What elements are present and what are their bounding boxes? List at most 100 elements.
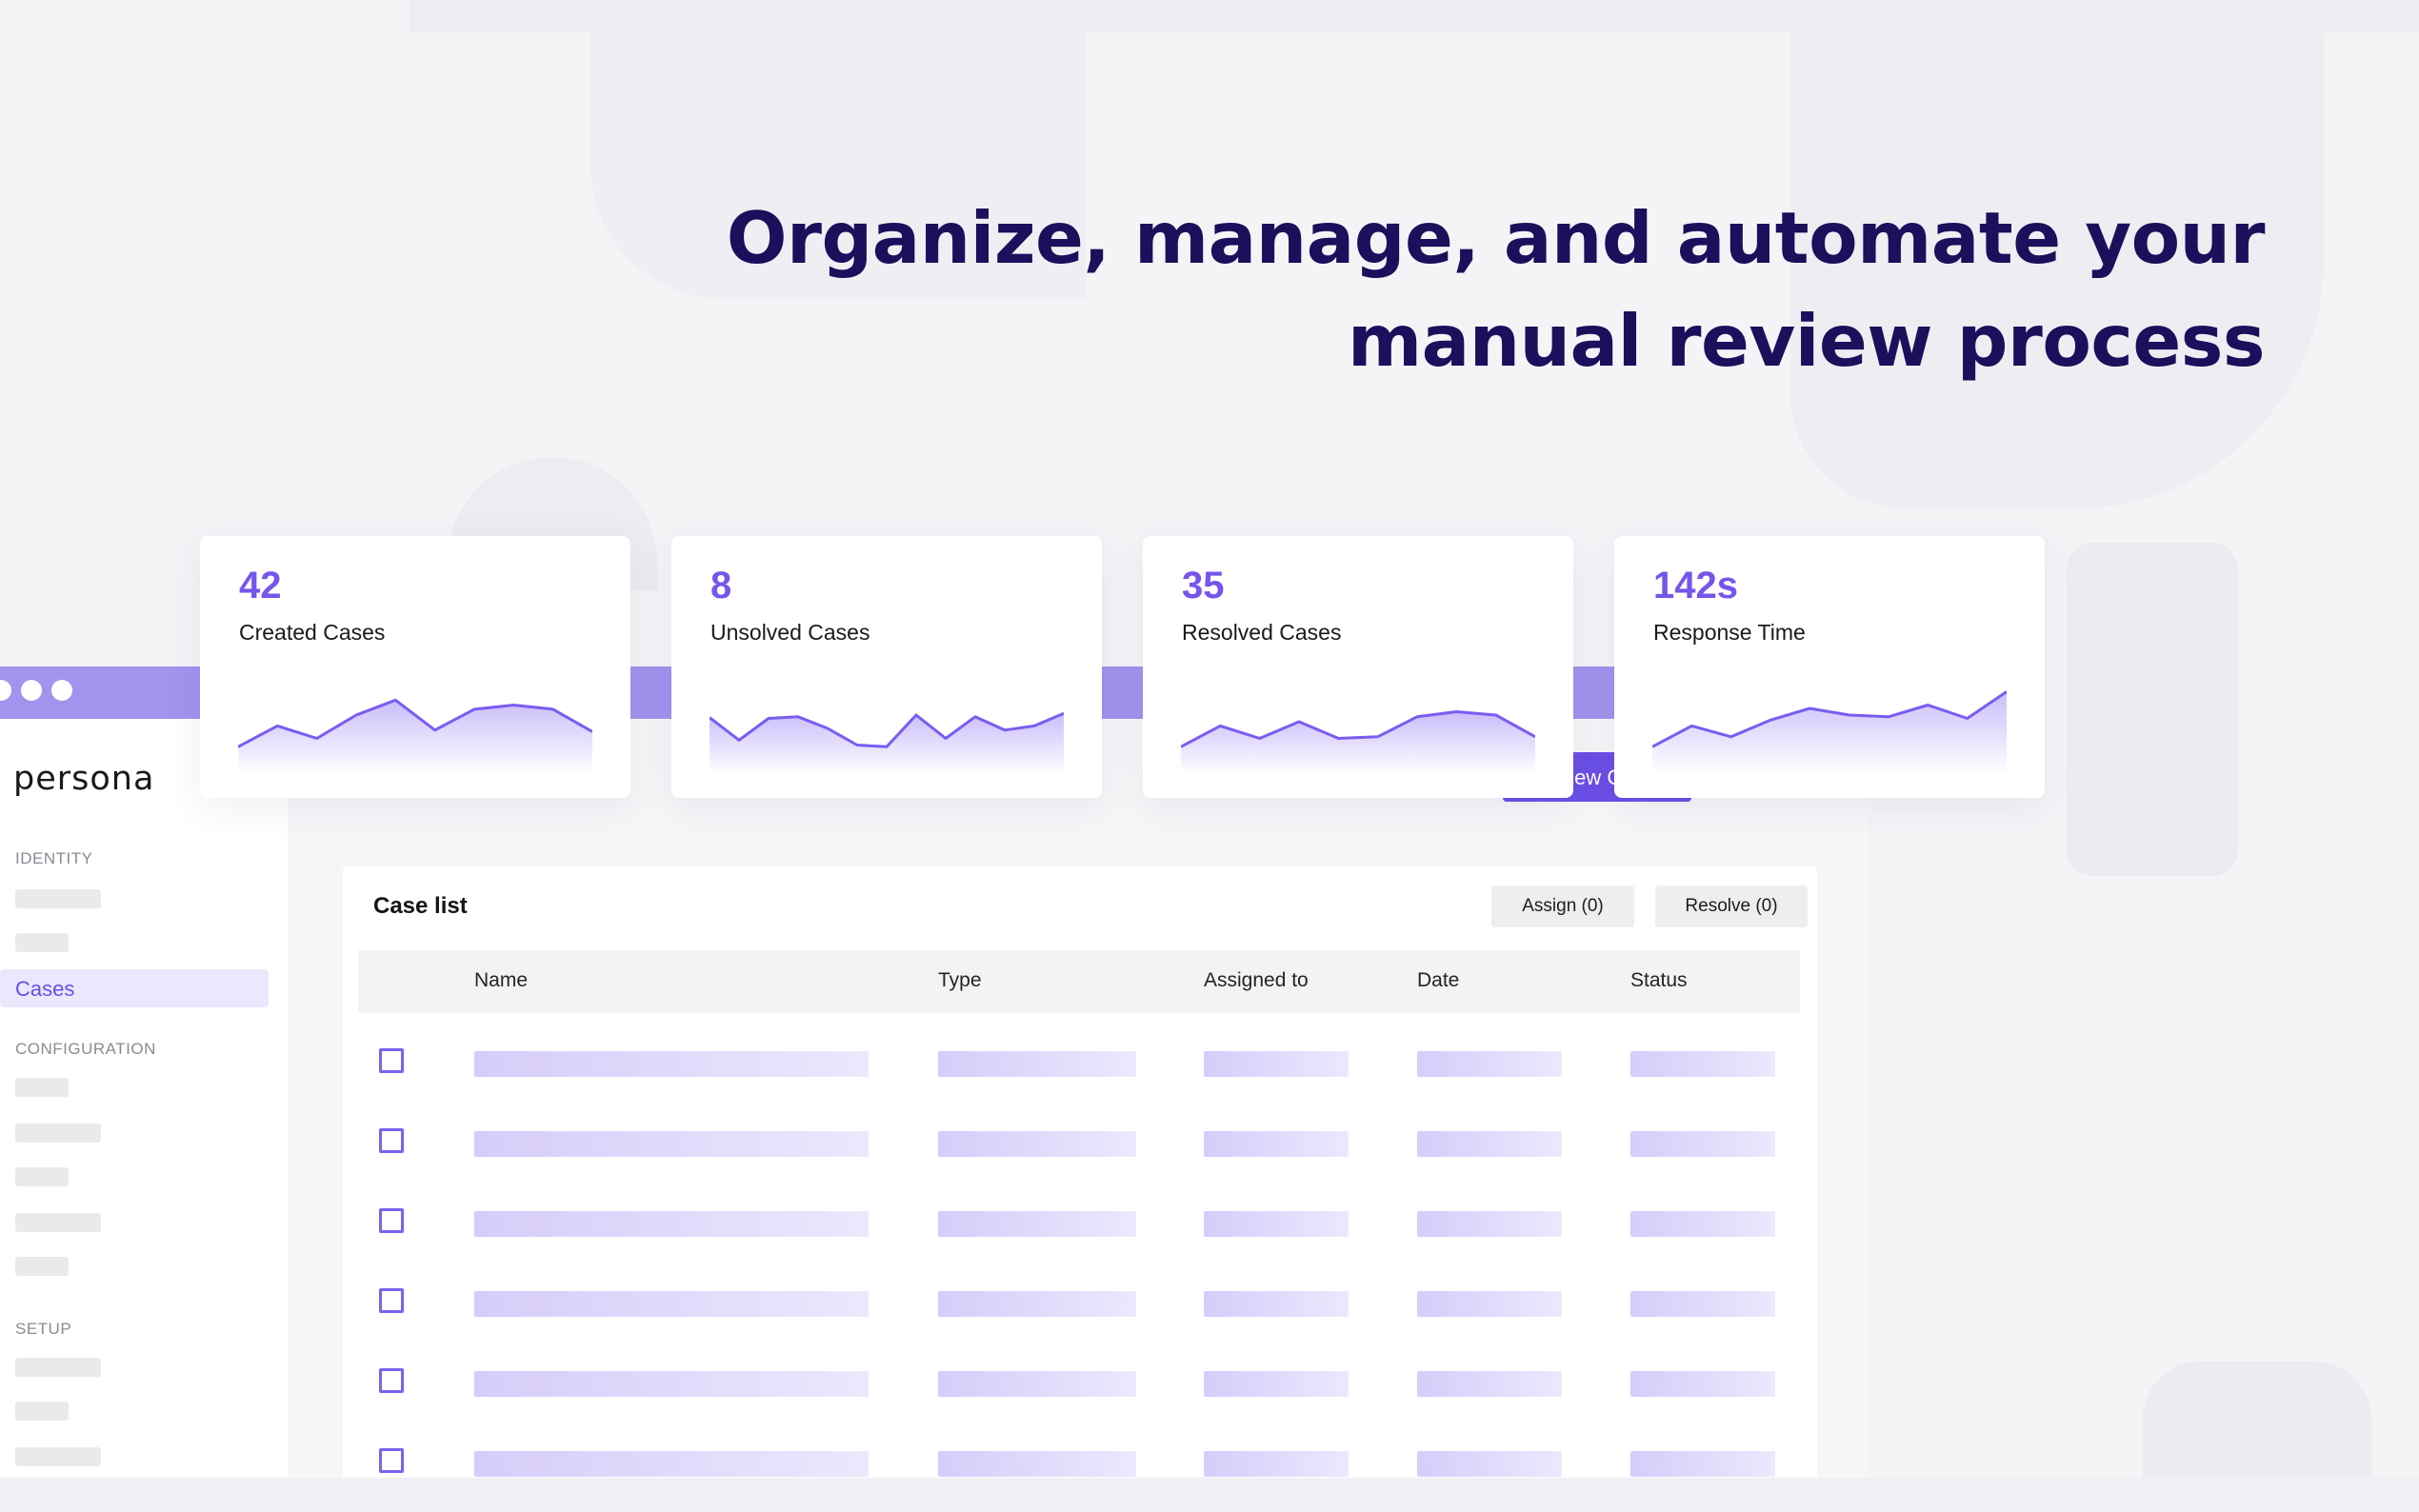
cell-placeholder [938, 1371, 1136, 1397]
sidebar-item-placeholder[interactable] [15, 933, 69, 952]
cell-placeholder [1204, 1371, 1349, 1397]
stat-value: 8 [710, 565, 732, 607]
cell-placeholder [474, 1131, 869, 1157]
background-band [0, 1478, 2419, 1512]
column-header-type[interactable]: Type [938, 969, 982, 991]
sparkline-area [238, 700, 592, 774]
sidebar-section-setup: SETUP [15, 1320, 72, 1338]
cell-placeholder [938, 1131, 1136, 1157]
column-header-assigned-to[interactable]: Assigned to [1204, 969, 1309, 991]
sidebar-item-placeholder[interactable] [15, 1257, 69, 1276]
window-dot-icon[interactable] [0, 680, 11, 701]
row-checkbox[interactable] [379, 1448, 404, 1473]
cell-placeholder [1417, 1211, 1562, 1237]
sidebar-item-placeholder[interactable] [15, 889, 101, 908]
sidebar-item-placeholder[interactable] [15, 1124, 101, 1143]
cell-placeholder [1417, 1131, 1562, 1157]
sparkline-chart [1181, 710, 1535, 774]
cell-placeholder [474, 1371, 869, 1397]
sidebar-item-placeholder[interactable] [15, 1402, 69, 1421]
sidebar [0, 719, 288, 1478]
sparkline-area [1652, 691, 2007, 774]
cell-placeholder [1204, 1211, 1349, 1237]
headline-line-1: Organize, manage, and automate your [726, 196, 2266, 280]
cell-placeholder [1204, 1291, 1349, 1317]
case-list-card: Case list Assign (0) Resolve (0) Name Ty… [343, 866, 1817, 1495]
cell-placeholder [1630, 1131, 1775, 1157]
cell-placeholder [474, 1451, 869, 1477]
cell-placeholder [1204, 1451, 1349, 1477]
sidebar-item-placeholder[interactable] [15, 1447, 101, 1466]
stat-card-created-cases: 42 Created Cases [200, 536, 630, 798]
window-dot-icon[interactable] [21, 680, 42, 701]
sidebar-item-label: Cases [15, 977, 75, 1001]
background-shape [2067, 543, 2238, 876]
cell-placeholder [1417, 1051, 1562, 1077]
sidebar-section-configuration: CONFIGURATION [15, 1040, 156, 1058]
cell-placeholder [1630, 1291, 1775, 1317]
row-checkbox[interactable] [379, 1368, 404, 1393]
table-header: Name Type Assigned to Date Status [358, 950, 1800, 1013]
sidebar-item-placeholder[interactable] [15, 1213, 101, 1232]
sidebar-item-placeholder[interactable] [15, 1167, 69, 1186]
sidebar-item-placeholder[interactable] [15, 1078, 69, 1097]
sparkline-line [710, 711, 1064, 748]
case-list-title: Case list [373, 893, 468, 919]
cell-placeholder [1204, 1131, 1349, 1157]
row-checkbox[interactable] [379, 1288, 404, 1313]
table-row[interactable] [358, 1341, 1800, 1421]
background-shape [1790, 32, 2324, 508]
stat-label: Response Time [1653, 620, 1806, 645]
cell-placeholder [1630, 1211, 1775, 1237]
sparkline-chart [710, 711, 1064, 774]
column-header-status[interactable]: Status [1630, 969, 1688, 991]
stat-label: Resolved Cases [1182, 620, 1342, 645]
row-checkbox[interactable] [379, 1128, 404, 1153]
sparkline-chart [1652, 690, 2007, 774]
headline-line-2: manual review process [1348, 299, 2266, 383]
cell-placeholder [938, 1051, 1136, 1077]
column-header-name[interactable]: Name [474, 969, 529, 991]
background-shape [590, 32, 1086, 299]
table-row[interactable] [358, 1101, 1800, 1181]
cell-placeholder [474, 1051, 869, 1077]
row-checkbox[interactable] [379, 1048, 404, 1073]
row-checkbox[interactable] [379, 1208, 404, 1233]
background-band [410, 0, 2419, 32]
cell-placeholder [1630, 1371, 1775, 1397]
cell-placeholder [1204, 1051, 1349, 1077]
stat-value: 35 [1182, 565, 1225, 607]
table-row[interactable] [358, 1421, 1800, 1501]
stat-label: Created Cases [239, 620, 386, 645]
table-row[interactable] [358, 1261, 1800, 1341]
stat-value: 42 [239, 565, 282, 607]
sparkline-line [1181, 710, 1535, 748]
sidebar-item-cases[interactable]: Cases [0, 969, 269, 1007]
resolve-button[interactable]: Resolve (0) [1655, 885, 1808, 927]
stat-card-response-time: 142s Response Time [1614, 536, 2045, 798]
persona-logo: persona [13, 760, 155, 798]
window-dot-icon[interactable] [51, 680, 72, 701]
cell-placeholder [474, 1291, 869, 1317]
cell-placeholder [938, 1291, 1136, 1317]
sidebar-item-placeholder[interactable] [15, 1358, 101, 1377]
table-row[interactable] [358, 1021, 1800, 1101]
cell-placeholder [1417, 1291, 1562, 1317]
sparkline-area [1181, 711, 1535, 774]
hero-headline: Organize, manage, and automate your manu… [646, 187, 2266, 392]
cell-placeholder [1417, 1371, 1562, 1397]
stat-card-unsolved-cases: 8 Unsolved Cases [671, 536, 1102, 798]
cell-placeholder [474, 1211, 869, 1237]
cell-placeholder [1417, 1451, 1562, 1477]
cell-placeholder [938, 1211, 1136, 1237]
cell-placeholder [1630, 1051, 1775, 1077]
stat-card-resolved-cases: 35 Resolved Cases [1143, 536, 1573, 798]
assign-button[interactable]: Assign (0) [1491, 885, 1634, 927]
stat-value: 142s [1653, 565, 1738, 607]
column-header-date[interactable]: Date [1417, 969, 1460, 991]
window-controls [0, 680, 72, 701]
table-row[interactable] [358, 1181, 1800, 1261]
cell-placeholder [938, 1451, 1136, 1477]
sidebar-section-identity: IDENTITY [15, 849, 93, 867]
